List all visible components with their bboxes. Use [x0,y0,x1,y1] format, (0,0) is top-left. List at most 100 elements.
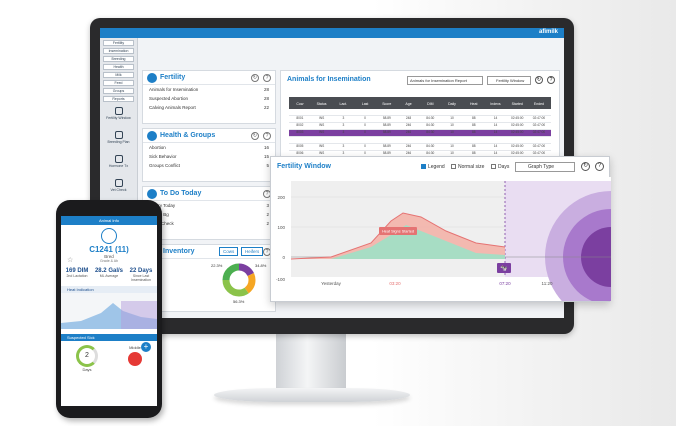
normal-size-toggle[interactable]: Normal size [451,164,484,170]
column-header[interactable]: Lact. [339,102,348,106]
column-header[interactable]: Daily [448,102,456,106]
stat-item: 22 Days Since Last Insemination [129,268,153,282]
list-item[interactable]: Calving Animals Report 22 [149,105,269,110]
column-header[interactable]: Indexs [490,102,501,106]
health-groups-panel: Health & Groups ↻ ? Abortion 16 Sick Beha… [142,128,276,182]
cow-avatar [101,228,117,244]
table-cell: 84:30 [426,116,435,120]
table-cell: 246 [405,137,412,141]
stat-item: 169 DIM 2nd Lactation [65,268,89,278]
table-cell: 84:30 [426,151,435,155]
nav-small-item[interactable]: Insemination [103,48,134,54]
table-cell: 8002 [296,123,304,127]
fertility-chart: Heat Signs Started 🐄 200 100 0 -100 Yest… [271,177,611,301]
list-item[interactable]: Suspected Abortion 28 [149,96,269,101]
refresh-icon[interactable]: ↻ [251,74,259,82]
table-cell: 88 [471,123,476,127]
list-item[interactable]: Drying Bg2 [149,212,269,217]
graph-type-select[interactable]: Graph Type [515,162,575,172]
add-button[interactable]: + [141,342,151,352]
table-cell: 8006 [296,151,304,155]
list-item[interactable]: To Dry Today 3 [149,203,269,208]
list-item[interactable]: Sick Behavior 15 [149,154,269,159]
refresh-icon[interactable]: ↻ [535,76,543,84]
table-cell: 02:47:00 [532,123,546,127]
table-cell: 58.89 [382,137,391,141]
table-row[interactable]: 8001 INS 3 0 58.89 248 84:30 10 88 14 02:45:00 02:4… [289,109,551,120]
nav-small-item[interactable]: Breeding [103,56,134,62]
list-item[interactable]: Groups Conflict 5 [149,163,269,168]
report-select[interactable]: Animals for Insemination Report [407,76,483,85]
udder-indicator: Middle [128,345,142,372]
table-cell: 84:30 [426,123,435,127]
column-header[interactable]: Started [511,102,523,106]
column-header[interactable]: DIM [427,102,434,106]
legend-toggle[interactable]: Legend [421,164,445,170]
table-cell: 14 [493,151,498,155]
column-header[interactable]: Ended [533,102,544,106]
nav-small-item[interactable]: Health [103,64,134,70]
heat-chart [61,293,157,329]
nav-small-item[interactable]: Feed [103,80,134,86]
table-cell: 58.89 [382,151,391,155]
table-cell: 246 [405,151,412,155]
table-cell: 0 [364,137,366,141]
list-item[interactable]: Animals for Insemination 28 [149,87,269,92]
table-cell: INS [318,137,325,141]
column-header[interactable]: Score [382,102,392,106]
panel-title: To Do Today [160,190,202,197]
table-cell: 246 [405,123,412,127]
column-header[interactable]: Status [316,102,327,106]
table-row[interactable]: 8003INS3058.8924684:3010881402:45:0002:4… [289,123,551,134]
nav-big-item[interactable]: Vet Check [103,178,134,198]
nav-big-item[interactable]: Breeding Plan [103,130,134,150]
nav-small-item[interactable]: Reports [103,96,134,102]
cow-group: Grade & Ab [99,259,119,263]
nav-big-item[interactable]: Hormone Tx [103,154,134,174]
help-icon[interactable]: ? [595,162,604,171]
refresh-icon[interactable]: ↻ [251,132,259,140]
list-item[interactable]: Abortion 16 [149,145,269,150]
cows-button[interactable]: Cows [219,247,239,256]
table-cell: 0 [364,151,366,155]
table-row[interactable]: 8002 INS 3 0 58.89 246 84:30 10 88 14 02:45:00 02:4… [289,116,551,127]
column-header[interactable]: Heat [470,102,478,106]
days-toggle[interactable]: Days [491,164,509,170]
heifers-button[interactable]: Heifers [241,247,264,256]
donut-label-bottom: 56.3% [233,299,245,304]
window-select[interactable]: Fertility Window [487,76,531,85]
table-cell: INS [318,116,325,120]
help-icon[interactable]: ? [263,132,271,140]
help-icon[interactable]: ? [547,76,555,84]
column-header[interactable]: Age [405,102,412,106]
table-cell: INS [318,123,325,127]
suspected-section-header[interactable]: Suspected Sick [61,334,157,341]
column-header[interactable]: Last [361,102,369,106]
heat-section-header[interactable]: Heat Indication [61,286,157,293]
nav-small-item[interactable]: Milk [103,72,134,78]
star-icon[interactable]: ☆ [67,257,74,264]
nav-big-item[interactable]: Fertility Window [103,106,134,126]
panel-title: Fertility [160,74,186,81]
table-cell: INS [318,144,325,148]
nav-small-item[interactable]: Fertility [103,40,134,46]
help-icon[interactable]: ? [263,74,271,82]
table-row[interactable]: 8006 INS 3 0 58.89 246 84:30 10 88 14 02:45:00 02:4… [289,144,551,155]
cow-stats: 169 DIM 2nd Lactation 28.2 Gal/s ML Averag… [61,268,157,282]
table-cell: INS [318,151,325,155]
table-cell: 14 [493,123,498,127]
refresh-icon[interactable]: ↻ [581,162,590,171]
table-cell: 02:45:00 [511,137,524,141]
fertility-icon [147,73,157,83]
table-cell: 10 [450,123,454,127]
table-cell: 246 [405,144,412,148]
table-cell: 0 [364,123,366,127]
table-row[interactable]: 8005 INS 3 0 58.89 246 84:30 10 88 14 02:45:00 02:4… [289,137,551,148]
table-cell: 02:45:00 [511,144,524,148]
column-header[interactable]: Cow [296,102,304,106]
checkbox-icon [451,164,456,169]
nav-small-item[interactable]: Groups [103,88,134,94]
table-row[interactable]: 8004 INS 3 0 58.89 246 84:30 10 88 14 02:45:00 02:4… [289,130,551,141]
table-cell: 3 [342,123,345,127]
